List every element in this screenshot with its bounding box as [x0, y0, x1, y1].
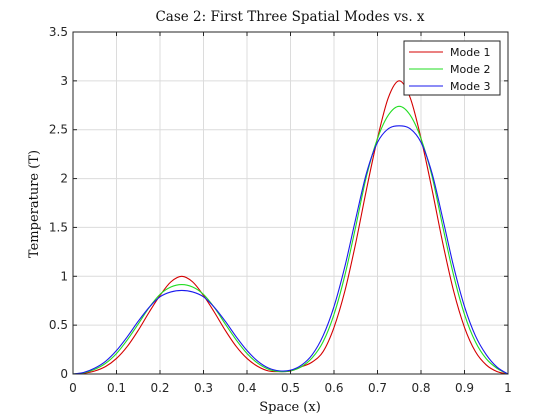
x-tick-label-10: 1 — [504, 381, 512, 395]
x-tick-label-2: 0.2 — [150, 381, 169, 395]
y-tick-label-3: 1.5 — [49, 220, 68, 234]
y-tick-label-5: 2.5 — [49, 123, 68, 137]
x-tick-label-1: 0.1 — [107, 381, 126, 395]
y-tick-label-7: 3.5 — [49, 25, 68, 39]
y-tick-label-2: 1 — [60, 269, 68, 283]
y-tick-label-1: 0.5 — [49, 318, 68, 332]
grid-layer — [73, 32, 508, 374]
legend-label-1: Mode 1 — [450, 46, 490, 59]
y-tick-label-6: 3 — [60, 74, 68, 88]
chart-title: Case 2: First Three Spatial Modes vs. x — [155, 9, 424, 25]
legend-label-3: Mode 3 — [450, 80, 490, 93]
legend: Mode 1 Mode 2 Mode 3 — [403, 40, 501, 96]
x-axis-label: Space (x) — [259, 400, 321, 415]
y-tick-label-4: 2 — [60, 172, 68, 186]
x-tick-label-9: 0.9 — [455, 381, 474, 395]
ticks-layer: 0 0.1 0.2 0.3 0.4 0.5 0.6 0.7 0.8 0.9 1 0 0.5 1 1.5 2 2.… — [49, 25, 512, 395]
x-tick-label-6: 0.6 — [324, 381, 343, 395]
y-axis-label: Temperature (T) — [27, 150, 42, 258]
x-tick-label-0: 0 — [69, 381, 77, 395]
x-tick-label-4: 0.4 — [237, 381, 256, 395]
x-tick-label-7: 0.7 — [368, 381, 387, 395]
y-tick-label-0: 0 — [60, 367, 68, 381]
x-tick-label-8: 0.8 — [411, 381, 430, 395]
legend-label-2: Mode 2 — [450, 63, 490, 76]
x-tick-label-3: 0.3 — [194, 381, 213, 395]
x-tick-label-5: 0.5 — [281, 381, 300, 395]
